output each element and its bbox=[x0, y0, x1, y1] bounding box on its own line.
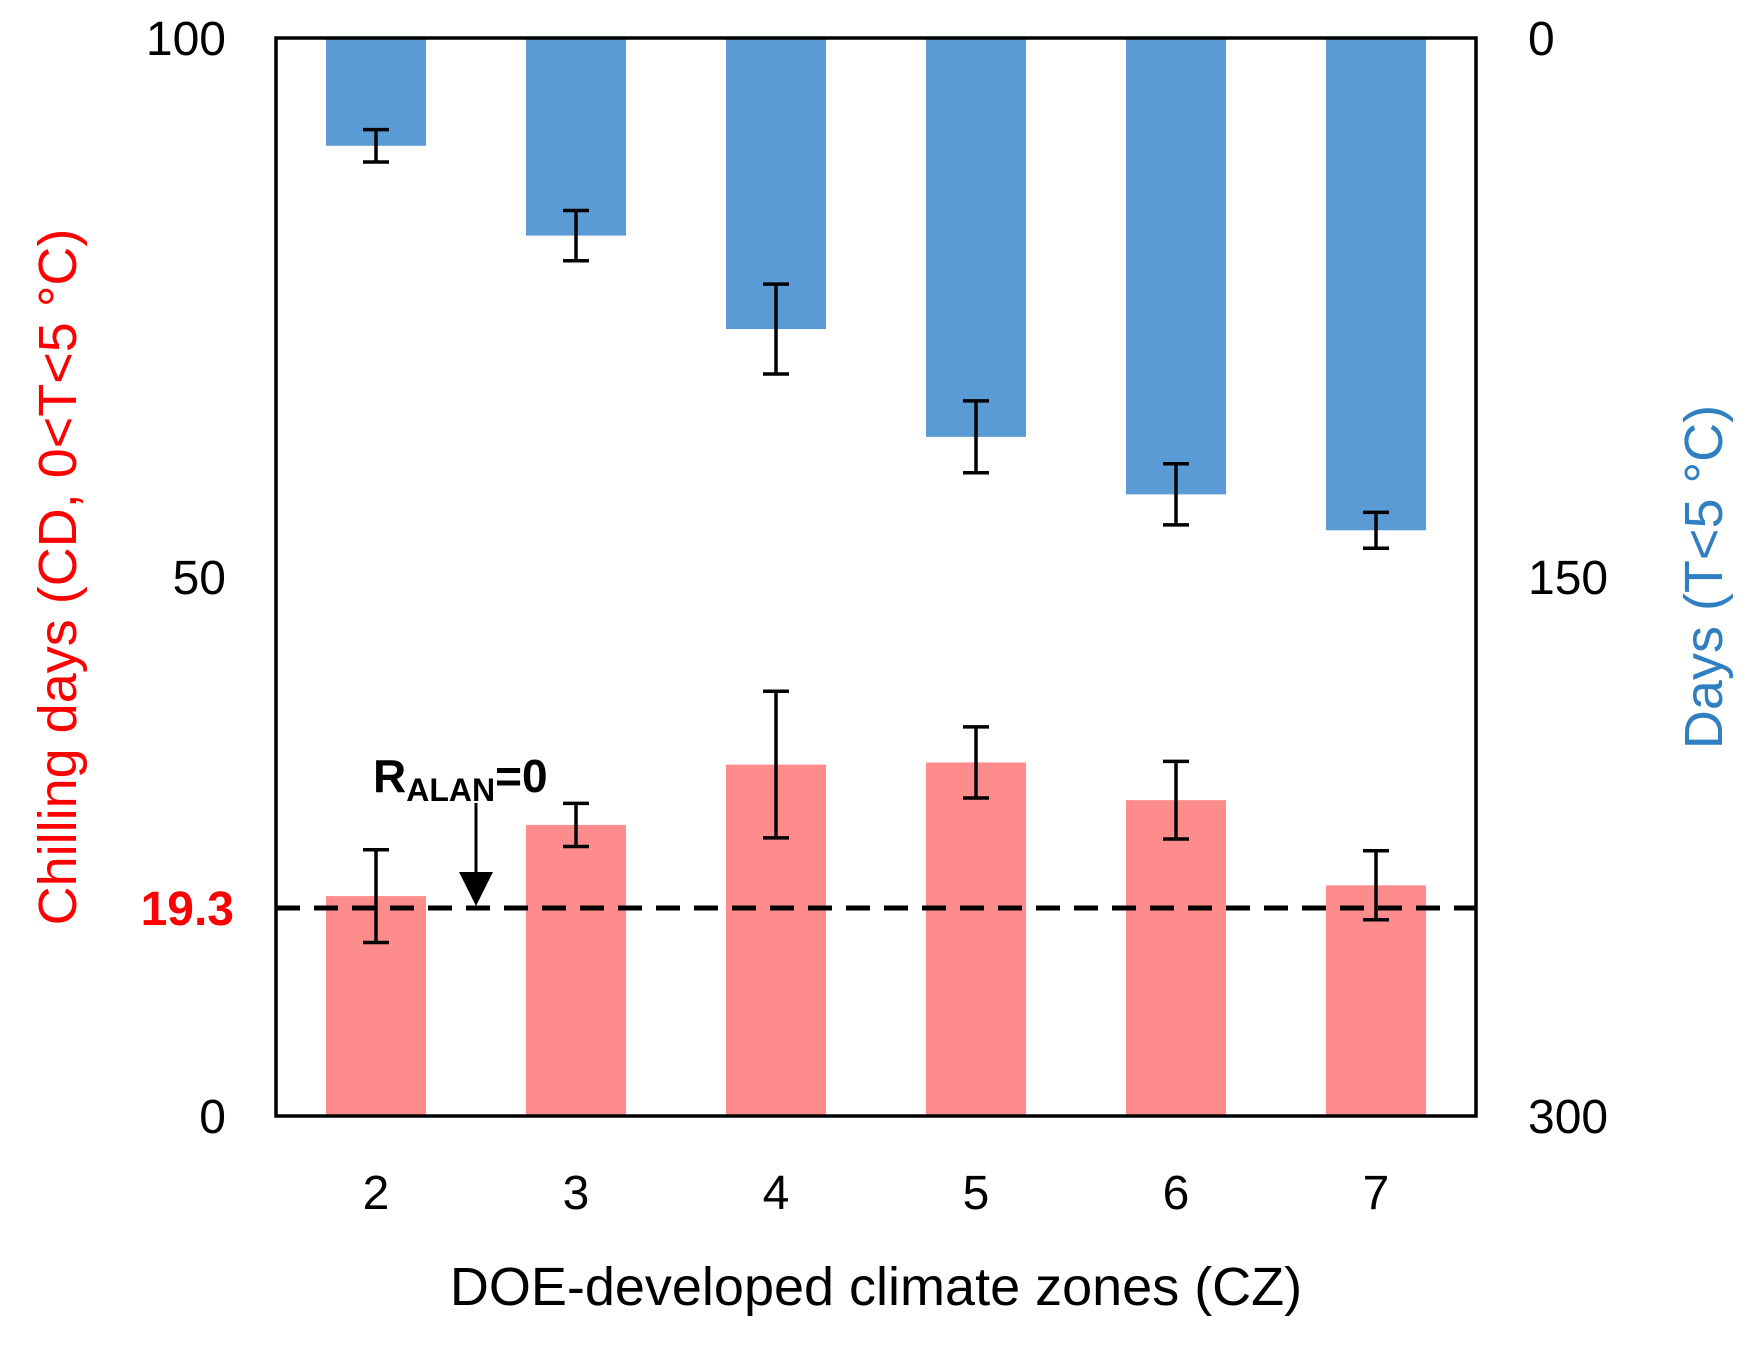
cold-days-bar-cz4 bbox=[726, 38, 826, 330]
x-tick-label: 2 bbox=[363, 1167, 390, 1220]
cold-days-error-bar-cz6 bbox=[1163, 462, 1189, 527]
chilling-days-bar-cz7 bbox=[1326, 885, 1426, 1116]
chilling-days-error-bar-cz2 bbox=[363, 847, 389, 945]
cold-days-bar-cz3 bbox=[526, 38, 626, 236]
cold-days-error-bar-cz4 bbox=[763, 282, 789, 376]
chilling-days-error-bar-cz5 bbox=[963, 725, 989, 800]
x-tick-label: 7 bbox=[1363, 1167, 1390, 1220]
cold-days-error-bar-cz7 bbox=[1363, 510, 1389, 551]
chilling-days-bar-cz5 bbox=[926, 762, 1026, 1116]
chilling-days-bar-cz6 bbox=[1126, 800, 1226, 1116]
r-alan-tail: =0 bbox=[495, 750, 547, 802]
r-alan-arrow-head bbox=[459, 871, 493, 906]
chilling-days-error-bar-cz3 bbox=[563, 801, 589, 849]
cold-days-bar-cz5 bbox=[926, 38, 1026, 437]
left-tick-label-highlight: 19.3 bbox=[141, 883, 234, 936]
cold-days-bar-cz7 bbox=[1326, 38, 1426, 531]
chilling-days-error-bar-cz6 bbox=[1163, 759, 1189, 841]
chilling-days-bar-cz3 bbox=[526, 824, 626, 1116]
x-tick-label: 5 bbox=[963, 1167, 990, 1220]
right-tick-label: 300 bbox=[1528, 1091, 1608, 1144]
left-axis-title: Chilling days (CD, 0<T<5 °C) bbox=[28, 229, 88, 926]
r-alan-main: R bbox=[373, 750, 406, 802]
cold-days-bar-cz2 bbox=[326, 38, 426, 146]
right-axis-title: Days (T<5 °C) bbox=[1674, 405, 1734, 749]
x-tick-label: 4 bbox=[763, 1167, 790, 1220]
cold-days-bar-cz6 bbox=[1126, 38, 1226, 495]
right-tick-label: 150 bbox=[1528, 552, 1608, 605]
cold-days-error-bar-cz5 bbox=[963, 399, 989, 475]
left-tick-label: 0 bbox=[199, 1091, 226, 1144]
cold-days-error-bar-cz2 bbox=[363, 127, 389, 164]
r-alan-annotation: RALAN=0 bbox=[373, 750, 548, 808]
x-tick-label: 6 bbox=[1163, 1167, 1190, 1220]
r-alan-subscript: ALAN bbox=[406, 772, 495, 808]
left-tick-label: 50 bbox=[173, 552, 226, 605]
x-axis-title: DOE-developed climate zones (CZ) bbox=[450, 1257, 1302, 1317]
right-tick-label: 0 bbox=[1528, 13, 1555, 66]
x-tick-label: 3 bbox=[563, 1167, 590, 1220]
left-tick-label: 100 bbox=[146, 13, 226, 66]
chilling-days-error-bar-cz7 bbox=[1363, 849, 1389, 922]
chilling-days-error-bar-cz4 bbox=[763, 689, 789, 840]
plot-frame bbox=[274, 36, 1478, 1118]
cold-days-error-bar-cz3 bbox=[563, 208, 589, 263]
